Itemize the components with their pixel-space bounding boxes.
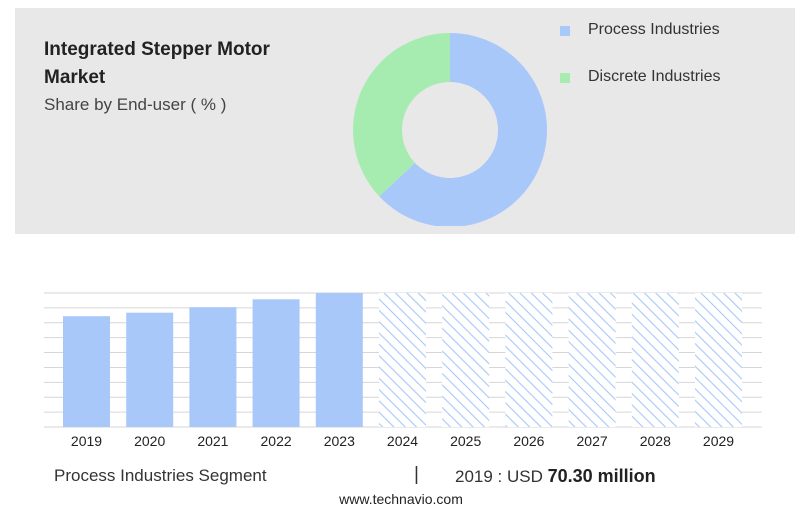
x-tick-label-2022: 2022 (261, 433, 292, 449)
chart-subtitle: Share by End-user ( % ) (44, 95, 227, 114)
x-tick-label-2029: 2029 (703, 433, 734, 449)
bar-2019 (63, 316, 110, 427)
legend-label-process: Process Industries (588, 21, 720, 38)
bar-2020 (126, 312, 174, 427)
legend-swatch-discrete (560, 73, 570, 83)
x-tick-label-2025: 2025 (450, 433, 481, 449)
x-tick-label-2024: 2024 (387, 433, 418, 449)
x-tick-label-2028: 2028 (640, 433, 671, 449)
forecast-bar-2026 (505, 293, 553, 427)
x-tick-label-2020: 2020 (134, 433, 165, 449)
x-tick-label-2027: 2027 (577, 433, 608, 449)
forecast-bar-2024 (379, 293, 426, 427)
footer-value-amount: 70.30 million (547, 466, 656, 486)
x-tick-label-2026: 2026 (513, 433, 544, 449)
x-tick-label-2023: 2023 (324, 433, 355, 449)
footer-segment-label: Process Industries Segment (54, 466, 267, 485)
legend-item-process: Process Industries (558, 18, 721, 42)
bar-2021 (189, 307, 237, 427)
donut-slice-process-industries (379, 33, 547, 226)
forecast-bar-2028 (631, 293, 679, 427)
footer-year-label: 2019 : USD (455, 467, 543, 486)
x-tick-label-2021: 2021 (197, 433, 228, 449)
chart-title: Integrated Stepper Motor Market (44, 39, 270, 88)
donut-slice-discrete-industries (353, 32, 450, 197)
bar-2022 (252, 299, 300, 427)
bar-2023 (315, 293, 363, 427)
legend: Process Industries Discrete Industries (558, 18, 721, 112)
footer-separator: | (414, 464, 419, 485)
footer-value: 2019 : USD 70.30 million (455, 466, 656, 487)
forecast-bar-2025 (442, 293, 490, 427)
legend-label-discrete: Discrete Industries (588, 68, 721, 85)
forecast-bar-2029 (695, 293, 742, 427)
x-tick-label-2019: 2019 (71, 433, 102, 449)
legend-item-discrete: Discrete Industries (558, 65, 721, 89)
website-label: www.technavio.com (339, 491, 463, 507)
legend-swatch-process (560, 26, 570, 36)
forecast-bar-2027 (568, 293, 616, 427)
